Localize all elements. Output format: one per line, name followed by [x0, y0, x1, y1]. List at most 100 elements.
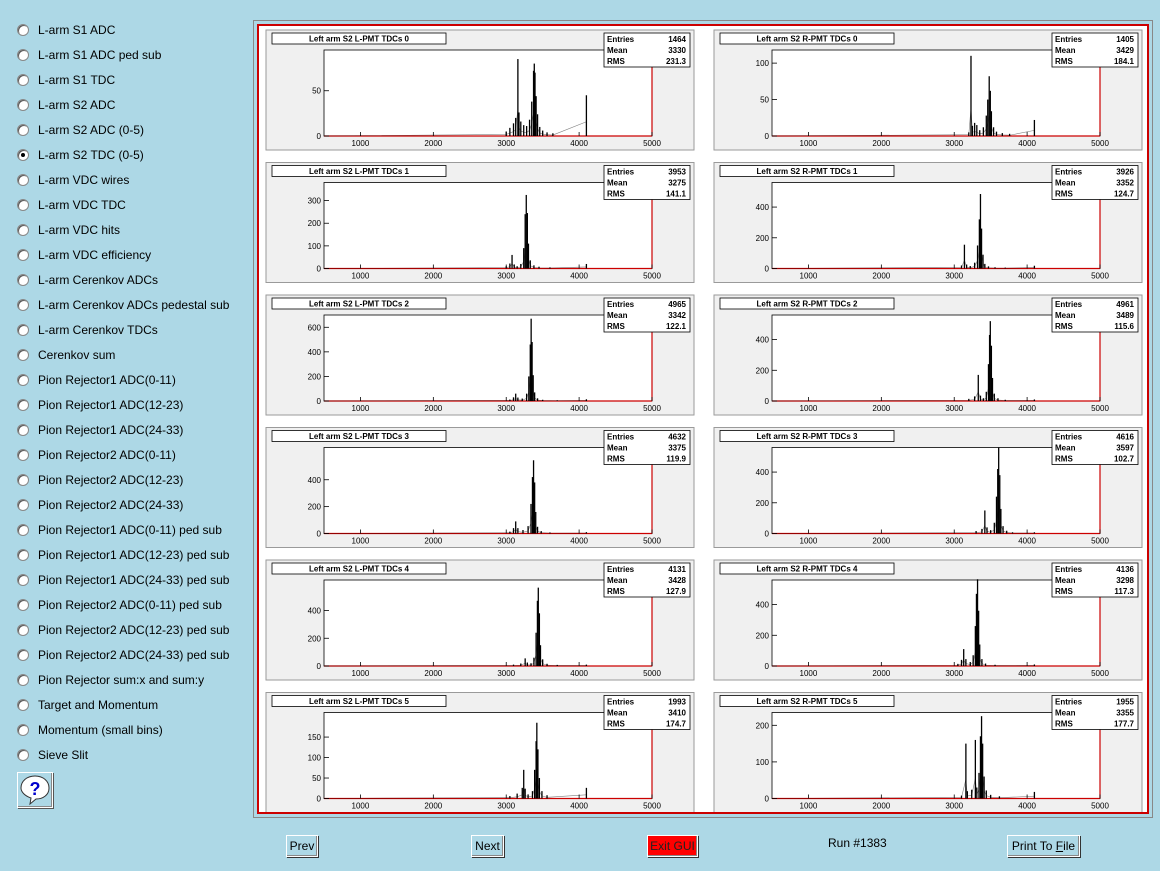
- radio-option[interactable]: Pion Rejector sum:x and sum:y: [17, 670, 204, 690]
- stats-value: 117.3: [1114, 587, 1134, 596]
- radio-option[interactable]: L-arm VDC TDC: [17, 195, 126, 215]
- radio-option[interactable]: L-arm S2 ADC: [17, 95, 115, 115]
- next-button[interactable]: Next: [471, 835, 504, 857]
- stats-value: 4131: [668, 565, 686, 574]
- radio-option[interactable]: L-arm Cerenkov TDCs: [17, 320, 158, 340]
- radio-option[interactable]: Pion Rejector1 ADC(24-33): [17, 420, 183, 440]
- radio-button[interactable]: [17, 149, 29, 161]
- radio-button[interactable]: [17, 749, 29, 761]
- radio-button[interactable]: [17, 274, 29, 286]
- radio-option[interactable]: Sieve Slit: [17, 745, 88, 765]
- x-tick-label: 3000: [945, 537, 963, 546]
- x-tick-label: 4000: [1018, 669, 1036, 678]
- radio-option[interactable]: L-arm VDC hits: [17, 220, 120, 240]
- radio-label: Pion Rejector1 ADC(0-11): [38, 373, 176, 387]
- radio-button[interactable]: [17, 449, 29, 461]
- radio-option[interactable]: Target and Momentum: [17, 695, 158, 715]
- radio-option[interactable]: Momentum (small bins): [17, 720, 163, 740]
- help-button[interactable]: ?: [17, 772, 53, 808]
- radio-button[interactable]: [17, 99, 29, 111]
- histogram-outline: [323, 771, 587, 799]
- radio-option[interactable]: Cerenkov sum: [17, 345, 115, 365]
- stats-box: [603, 430, 691, 465]
- radio-option[interactable]: L-arm S1 TDC: [17, 70, 115, 90]
- radio-option[interactable]: L-arm S1 ADC ped sub: [17, 45, 161, 65]
- radio-option[interactable]: Pion Rejector2 ADC(12-23) ped sub: [17, 620, 229, 640]
- radio-button[interactable]: [17, 224, 29, 236]
- plot-frame: [323, 712, 653, 799]
- prev-button[interactable]: Prev: [286, 835, 318, 857]
- stats-box: [1051, 562, 1139, 598]
- radio-button[interactable]: [17, 499, 29, 511]
- plot-frame: [771, 49, 1101, 137]
- radio-button[interactable]: [17, 349, 29, 361]
- radio-option[interactable]: Pion Rejector2 ADC(0-11) ped sub: [17, 595, 222, 615]
- radio-button[interactable]: [17, 199, 29, 211]
- radio-button[interactable]: [17, 474, 29, 486]
- radio-button[interactable]: [17, 574, 29, 586]
- radio-button[interactable]: [17, 124, 29, 136]
- y-tick-label: 50: [312, 87, 321, 96]
- radio-label: Pion Rejector2 ADC(12-23) ped sub: [38, 623, 230, 637]
- histogram-pad: 1000 2000 3000 4000 5000 0 200 400 600 Left arm S…: [265, 294, 695, 416]
- radio-option[interactable]: L-arm VDC wires: [17, 170, 129, 190]
- histogram-outline: [771, 769, 1035, 799]
- histogram-outline: [323, 638, 587, 667]
- radio-button[interactable]: [17, 249, 29, 261]
- radio-button[interactable]: [17, 399, 29, 411]
- radio-button[interactable]: [17, 374, 29, 386]
- radio-option[interactable]: Pion Rejector2 ADC(0-11): [17, 445, 176, 465]
- histogram-pad: 1000 2000 3000 4000 5000 0 200 400 Left arm S2 R…: [713, 559, 1143, 681]
- x-tick-label: 4000: [570, 537, 588, 546]
- y-tick-label: 0: [765, 662, 770, 671]
- radio-option[interactable]: L-arm Cerenkov ADCs pedestal sub: [17, 295, 229, 315]
- radio-option[interactable]: L-arm VDC efficiency: [17, 245, 151, 265]
- radio-button[interactable]: [17, 549, 29, 561]
- radio-option[interactable]: Pion Rejector1 ADC(12-23): [17, 395, 183, 415]
- stats-label: Entries: [607, 698, 635, 707]
- histogram-title: Left arm S2 R-PMT TDCs 4: [757, 565, 858, 574]
- radio-button[interactable]: [17, 74, 29, 86]
- radio-button[interactable]: [17, 49, 29, 61]
- radio-button[interactable]: [17, 299, 29, 311]
- y-tick-label: 200: [756, 721, 770, 730]
- stats-value: 4961: [1116, 300, 1134, 309]
- radio-button[interactable]: [17, 649, 29, 661]
- radio-option[interactable]: Pion Rejector2 ADC(12-23): [17, 470, 183, 490]
- exit-gui-button[interactable]: Exit GUI: [647, 835, 698, 857]
- radio-option[interactable]: Pion Rejector1 ADC(0-11): [17, 370, 176, 390]
- x-tick-label: 3000: [497, 139, 515, 148]
- radio-option[interactable]: Pion Rejector1 ADC(24-33) ped sub: [17, 570, 229, 590]
- stats-value: 1464: [668, 35, 686, 44]
- stats-label: Mean: [1055, 444, 1076, 453]
- radio-button[interactable]: [17, 724, 29, 736]
- radio-button[interactable]: [17, 524, 29, 536]
- stats-label: Mean: [607, 576, 628, 585]
- radio-label: Pion Rejector2 ADC(0-11): [38, 448, 176, 462]
- radio-option[interactable]: Pion Rejector2 ADC(24-33) ped sub: [17, 645, 229, 665]
- histogram-title: Left arm S2 R-PMT TDCs 0: [757, 35, 858, 44]
- radio-button[interactable]: [17, 674, 29, 686]
- radio-button[interactable]: [17, 324, 29, 336]
- x-tick-label: 5000: [643, 272, 661, 281]
- x-tick-label: 3000: [945, 404, 963, 413]
- radio-option[interactable]: Pion Rejector1 ADC(0-11) ped sub: [17, 520, 222, 540]
- radio-option[interactable]: Pion Rejector1 ADC(12-23) ped sub: [17, 545, 229, 565]
- radio-option[interactable]: L-arm S2 TDC (0-5): [17, 145, 144, 165]
- radio-option[interactable]: L-arm S2 ADC (0-5): [17, 120, 144, 140]
- stats-value: 4632: [668, 433, 686, 442]
- radio-option[interactable]: L-arm Cerenkov ADCs: [17, 270, 158, 290]
- x-tick-label: 2000: [424, 139, 442, 148]
- radio-button[interactable]: [17, 174, 29, 186]
- histogram-canvas[interactable]: 1000 2000 3000 4000 5000 0 50 Left arm S2 L-PMT…: [257, 24, 1149, 814]
- radio-button[interactable]: [17, 624, 29, 636]
- radio-label: L-arm Cerenkov ADCs pedestal sub: [38, 298, 230, 312]
- radio-option[interactable]: L-arm S1 ADC: [17, 20, 115, 40]
- radio-button[interactable]: [17, 599, 29, 611]
- radio-option[interactable]: Pion Rejector2 ADC(24-33): [17, 495, 183, 515]
- stats-value: 102.7: [1114, 455, 1135, 464]
- radio-button[interactable]: [17, 424, 29, 436]
- radio-button[interactable]: [17, 24, 29, 36]
- radio-button[interactable]: [17, 699, 29, 711]
